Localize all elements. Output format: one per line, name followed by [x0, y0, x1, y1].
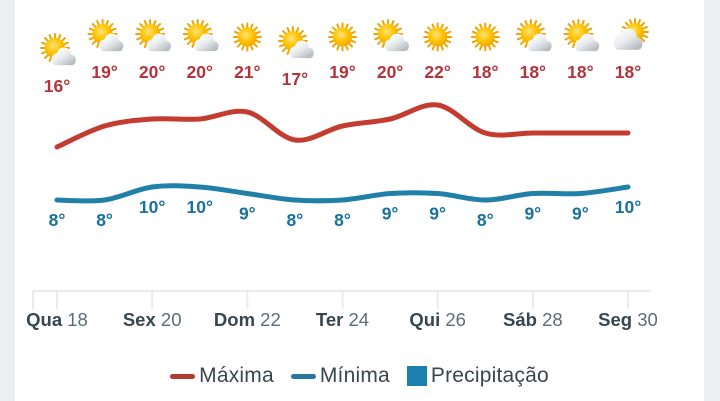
- axis-day-label: Dom 22: [214, 309, 281, 330]
- chart-legend: Máxima Mínima Precipitação: [15, 361, 704, 391]
- weather-icon-cloud-sun: [613, 18, 649, 50]
- weather-icon-sun-cloud: [87, 19, 124, 52]
- x-axis: Qua 18 Sex 20 Dom 22 Ter 24 Qui 26 Sáb 28 Seg …: [26, 290, 658, 330]
- max-temp-label: 18°: [472, 62, 498, 82]
- axis-day-label: Qui 26: [409, 309, 466, 330]
- weather-icon-sun-cloud: [40, 33, 76, 66]
- max-temp-label: 18°: [520, 62, 546, 82]
- legend-item-minima[interactable]: Mínima: [290, 364, 390, 388]
- right-gutter: [704, 0, 720, 401]
- weather-icon-sun-cloud: [135, 19, 171, 52]
- legend-label-minima: Mínima: [319, 364, 390, 387]
- min-temp-label: 9°: [524, 204, 541, 224]
- min-temp-label: 10°: [615, 197, 641, 217]
- axis-day-label: Seg 30: [598, 309, 658, 330]
- weather-icon-sun: [423, 22, 453, 52]
- max-temp-label: 20°: [139, 62, 165, 82]
- max-temp-label: 18°: [615, 62, 641, 82]
- min-temp-label: 9°: [382, 204, 399, 224]
- legend-item-precipitacao[interactable]: Precipitação: [406, 364, 549, 388]
- legend-label-precipitacao: Precipitação: [430, 364, 549, 387]
- weather-icon-sun-cloud: [563, 19, 600, 52]
- weather-icon-sun-cloud: [182, 19, 219, 52]
- min-temp-label: 9°: [429, 204, 446, 224]
- min-temp-label: 8°: [96, 210, 113, 230]
- weather-icon-sun-cloud: [373, 19, 409, 52]
- max-temp-label: 21°: [234, 62, 260, 82]
- max-temp-label: 19°: [329, 62, 355, 82]
- maxima-line: [54, 102, 631, 150]
- legend-label-maxima: Máxima: [199, 364, 274, 387]
- weather-icon-sun: [470, 22, 500, 52]
- axis-day-label: Qua 18: [26, 309, 88, 330]
- max-temp-label: 19°: [91, 62, 117, 82]
- max-temp-label: 22°: [424, 62, 450, 82]
- weather-icons-row: [40, 18, 649, 66]
- axis-day-label: Sáb 28: [503, 309, 563, 330]
- min-temp-label: 8°: [287, 210, 304, 230]
- axis-day-label: Ter 24: [316, 309, 369, 330]
- weather-icon-sun-cloud: [515, 19, 552, 52]
- min-temp-label: 8°: [334, 210, 351, 230]
- min-temp-label: 9°: [239, 204, 256, 224]
- min-temp-label: 10°: [139, 197, 165, 217]
- left-gutter: [0, 0, 15, 401]
- max-temp-label: 18°: [567, 62, 593, 82]
- weather-icon-sun: [232, 22, 262, 52]
- min-temp-labels: 8° 8° 10° 10° 9° 8° 8° 9° 9° 8° 9° 9° 10°: [49, 197, 642, 230]
- min-temp-label: 9°: [572, 204, 589, 224]
- max-temp-labels: 16° 19° 20° 20° 21° 17° 19° 20° 22° 18° 18° 18° 18°: [44, 62, 641, 96]
- min-temp-label: 8°: [49, 210, 66, 230]
- legend-item-maxima[interactable]: Máxima: [170, 364, 274, 388]
- precipitacao-swatch: [406, 366, 427, 386]
- weather-icon-sun: [327, 22, 357, 52]
- min-temp-label: 10°: [187, 197, 213, 217]
- min-temp-label: 8°: [477, 210, 494, 230]
- weather-icon-sun-cloud: [277, 26, 314, 59]
- max-temp-label: 16°: [44, 76, 70, 96]
- max-temp-label: 20°: [187, 62, 213, 82]
- minima-line-swatch: [290, 373, 316, 379]
- minima-line: [54, 183, 631, 204]
- maxima-line-swatch: [170, 373, 196, 379]
- max-temp-label: 17°: [282, 69, 308, 89]
- max-temp-label: 20°: [377, 62, 403, 82]
- axis-day-label: Sex 20: [123, 309, 182, 330]
